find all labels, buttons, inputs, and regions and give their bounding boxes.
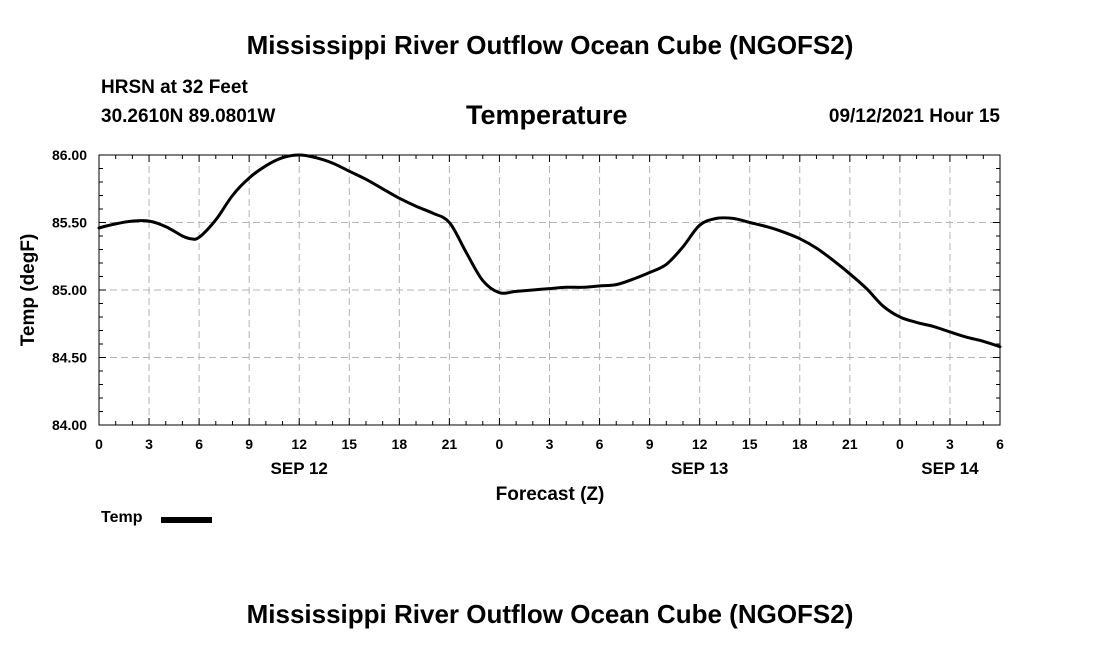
y-tick-label: 84.50 — [52, 350, 87, 366]
x-tick-label: 18 — [392, 436, 408, 452]
axis-labels: 0 3 6 9 12 15 18 21 0 3 6 9 12 15 18 21 0 3 6 84.00 84.50 85.… — [52, 147, 1004, 478]
date-label: SEP 14 — [921, 459, 979, 478]
main-title: Mississippi River Outflow Ocean Cube (NG… — [246, 30, 854, 60]
y-axis-label: Temp (degF) — [18, 234, 39, 347]
y-tick-label: 86.00 — [52, 147, 87, 163]
legend-label: Temp — [101, 509, 143, 526]
plot-frame — [98, 154, 1001, 426]
x-tick-label: 9 — [646, 436, 654, 452]
x-tick-label: 6 — [596, 436, 604, 452]
x-tick-label: 3 — [145, 436, 153, 452]
y-tick-label: 85.50 — [52, 215, 87, 231]
x-tick-label: 15 — [742, 436, 758, 452]
grid-lines — [99, 155, 1000, 425]
station-label: HRSN at 32 Feet — [101, 77, 248, 98]
x-tick-label: 6 — [195, 436, 203, 452]
x-tick-label: 15 — [341, 436, 357, 452]
x-tick-label: 12 — [692, 436, 708, 452]
legend-line-swatch — [161, 517, 212, 523]
series-line-temp — [97, 153, 1002, 349]
x-tick-label: 3 — [946, 436, 954, 452]
x-tick-label: 0 — [496, 436, 504, 452]
x-tick-label: 9 — [245, 436, 253, 452]
footer-title: Mississippi River Outflow Ocean Cube (NG… — [246, 599, 854, 629]
x-tick-label: 3 — [546, 436, 554, 452]
x-axis-label: Forecast (Z) — [496, 484, 605, 505]
series-layer — [97, 153, 1002, 349]
y-tick-label: 85.00 — [52, 282, 87, 298]
x-tick-label: 12 — [291, 436, 307, 452]
date-label: SEP 12 — [271, 459, 328, 478]
station-coordinates: 30.2610N 89.0801W — [101, 106, 276, 127]
x-tick-label: 18 — [792, 436, 808, 452]
x-tick-label: 0 — [95, 436, 103, 452]
forecast-datetime: 09/12/2021 Hour 15 — [828, 106, 1000, 127]
x-tick-label: 21 — [442, 436, 458, 452]
x-tick-label: 21 — [842, 436, 858, 452]
x-tick-label: 6 — [996, 436, 1004, 452]
y-tick-label: 84.00 — [52, 417, 87, 433]
x-tick-label: 0 — [896, 436, 904, 452]
chart-title: Temperature — [466, 100, 628, 130]
date-label: SEP 13 — [671, 459, 728, 478]
